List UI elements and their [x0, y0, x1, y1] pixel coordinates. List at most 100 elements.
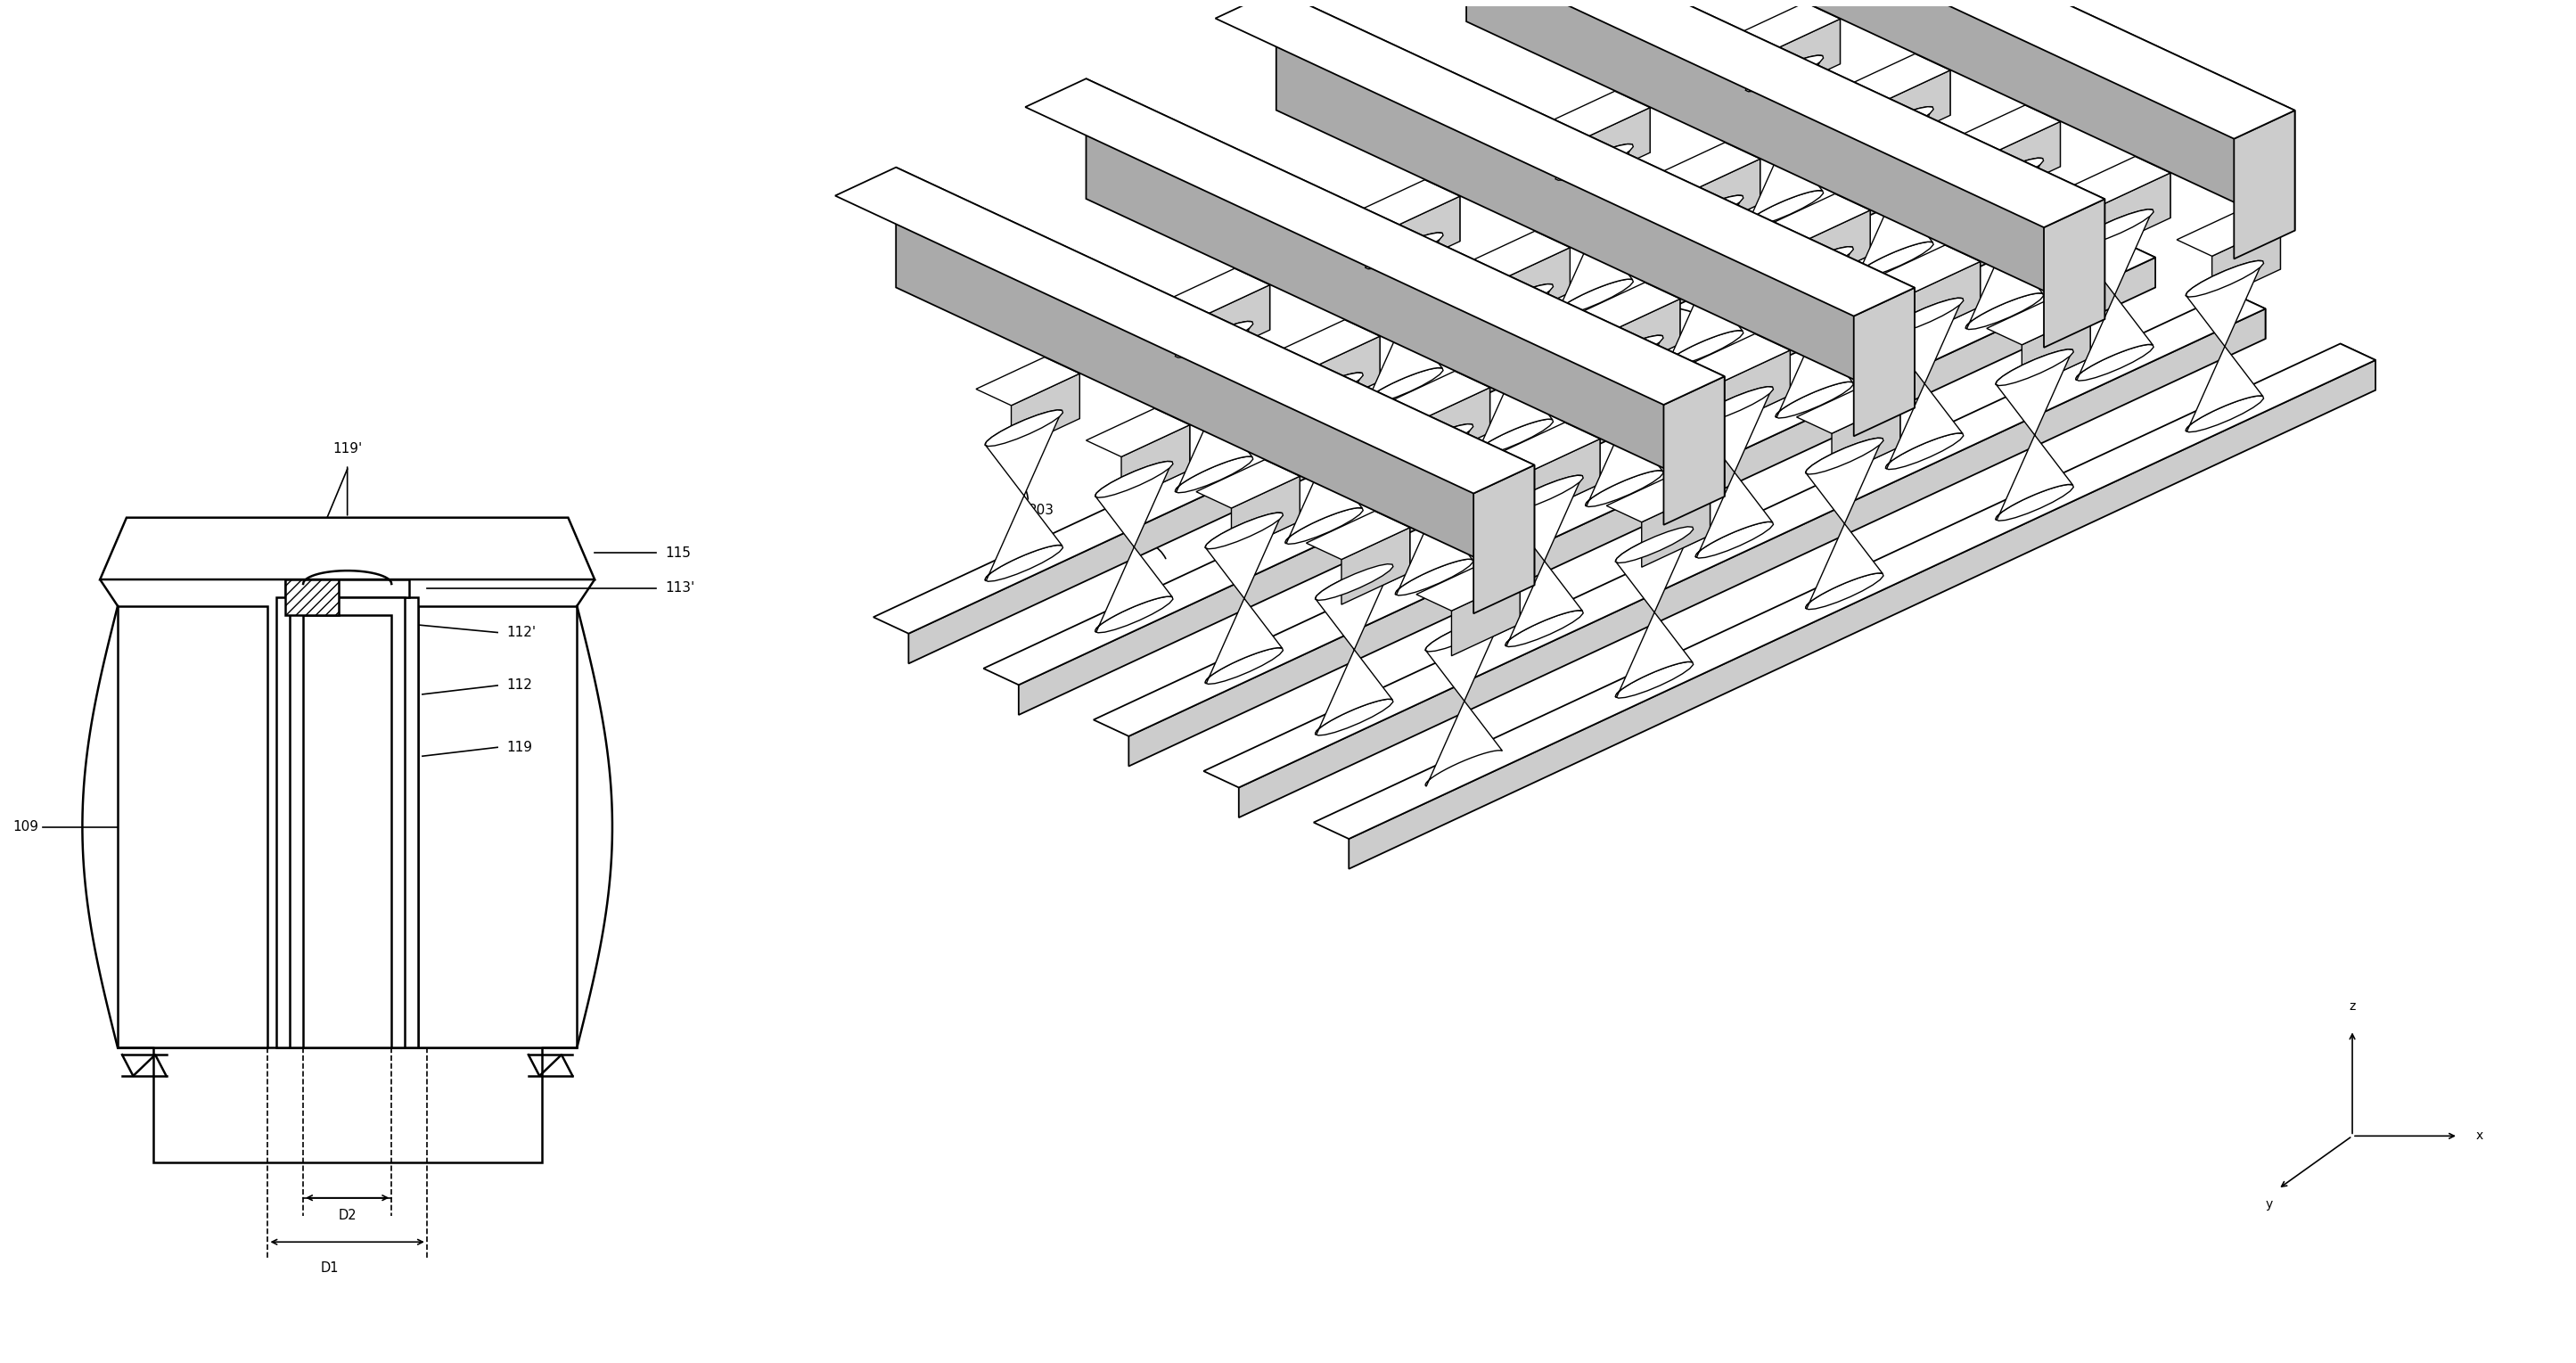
- Polygon shape: [1695, 522, 1772, 557]
- Text: 115: 115: [665, 547, 690, 560]
- Text: z: z: [2349, 1000, 2354, 1013]
- Text: 112: 112: [507, 679, 533, 692]
- Polygon shape: [100, 518, 595, 579]
- Polygon shape: [1425, 180, 1461, 241]
- Polygon shape: [2177, 207, 2280, 256]
- Polygon shape: [1615, 91, 1651, 153]
- Polygon shape: [1306, 511, 1409, 559]
- Polygon shape: [1476, 420, 1553, 455]
- Polygon shape: [1595, 0, 2295, 139]
- Polygon shape: [1195, 459, 1301, 508]
- Polygon shape: [1886, 433, 1963, 469]
- Polygon shape: [1365, 368, 1443, 403]
- Polygon shape: [2022, 313, 2089, 390]
- Polygon shape: [1206, 647, 1283, 684]
- Polygon shape: [1965, 158, 2043, 195]
- Polygon shape: [1667, 195, 1741, 367]
- Polygon shape: [1025, 79, 1723, 405]
- Polygon shape: [1314, 343, 2375, 838]
- Polygon shape: [2025, 105, 2061, 166]
- Polygon shape: [1584, 335, 1662, 506]
- Polygon shape: [976, 357, 1079, 405]
- Polygon shape: [2076, 210, 2154, 245]
- Polygon shape: [1806, 574, 1883, 609]
- Polygon shape: [1564, 423, 1600, 484]
- Polygon shape: [1121, 425, 1190, 502]
- Polygon shape: [1546, 91, 1651, 139]
- Polygon shape: [1316, 699, 1394, 736]
- Polygon shape: [1664, 376, 1723, 525]
- Polygon shape: [984, 410, 1064, 446]
- Polygon shape: [1396, 424, 1473, 461]
- Polygon shape: [1965, 293, 2043, 330]
- Polygon shape: [1497, 423, 1600, 470]
- Polygon shape: [1747, 56, 1824, 226]
- Polygon shape: [1901, 138, 1935, 185]
- Polygon shape: [1577, 282, 1680, 331]
- Polygon shape: [984, 189, 2045, 684]
- Polygon shape: [2246, 207, 2280, 270]
- Polygon shape: [1018, 206, 2045, 716]
- Polygon shape: [1355, 180, 1461, 228]
- Polygon shape: [1775, 382, 1852, 418]
- Polygon shape: [2056, 297, 2089, 358]
- Polygon shape: [1406, 0, 2105, 228]
- Polygon shape: [1996, 349, 2074, 521]
- Polygon shape: [2136, 157, 2172, 218]
- Polygon shape: [1376, 511, 1409, 572]
- Polygon shape: [1556, 144, 1633, 180]
- Polygon shape: [1231, 476, 1301, 553]
- Polygon shape: [1095, 461, 1172, 632]
- Polygon shape: [1200, 285, 1270, 361]
- Polygon shape: [1991, 121, 2061, 199]
- Polygon shape: [1265, 459, 1301, 521]
- Polygon shape: [2187, 260, 2264, 297]
- Polygon shape: [896, 168, 1535, 585]
- Polygon shape: [1504, 611, 1584, 647]
- Polygon shape: [286, 579, 337, 615]
- Polygon shape: [2076, 210, 2154, 380]
- Bar: [276, 597, 417, 1048]
- Polygon shape: [1311, 337, 1381, 413]
- Polygon shape: [2076, 345, 2154, 380]
- Polygon shape: [1986, 297, 2089, 345]
- Polygon shape: [2066, 157, 2172, 204]
- Polygon shape: [2213, 225, 2280, 301]
- Polygon shape: [1316, 564, 1391, 735]
- Polygon shape: [1875, 245, 1981, 293]
- Polygon shape: [1012, 373, 1079, 451]
- Polygon shape: [1806, 3, 1839, 64]
- Polygon shape: [1422, 387, 1489, 465]
- Polygon shape: [1695, 387, 1772, 557]
- Text: 203: 203: [1028, 504, 1054, 517]
- Polygon shape: [1855, 241, 1935, 278]
- Polygon shape: [1806, 438, 1883, 609]
- Text: 205: 205: [1574, 455, 1600, 469]
- Polygon shape: [417, 607, 577, 1048]
- Polygon shape: [1747, 56, 1824, 91]
- Polygon shape: [1087, 79, 1723, 496]
- Polygon shape: [2233, 110, 2295, 259]
- Polygon shape: [1855, 106, 1932, 278]
- Polygon shape: [1615, 526, 1692, 698]
- Polygon shape: [1206, 512, 1283, 549]
- Text: x: x: [2476, 1130, 2483, 1142]
- Polygon shape: [1154, 409, 1190, 470]
- Polygon shape: [1767, 194, 1870, 243]
- Polygon shape: [1203, 292, 2264, 788]
- Polygon shape: [1806, 438, 1883, 474]
- Polygon shape: [1285, 508, 1363, 544]
- Polygon shape: [1687, 334, 1790, 382]
- Polygon shape: [984, 410, 1061, 581]
- Polygon shape: [1450, 579, 1520, 656]
- Polygon shape: [1476, 284, 1553, 320]
- Polygon shape: [1502, 248, 1569, 324]
- Polygon shape: [1834, 194, 1870, 255]
- Polygon shape: [1533, 439, 1600, 515]
- Polygon shape: [1996, 349, 2074, 386]
- Bar: [291, 597, 404, 1048]
- Polygon shape: [1285, 372, 1363, 409]
- Polygon shape: [1641, 491, 1710, 567]
- Polygon shape: [1886, 298, 1963, 469]
- Polygon shape: [1425, 751, 1504, 786]
